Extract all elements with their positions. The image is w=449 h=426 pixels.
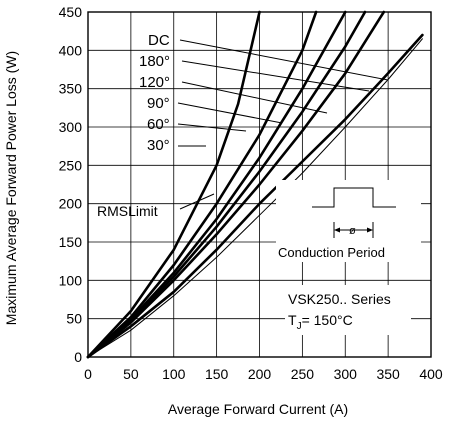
conduction-inset: ø Conduction Period — [276, 180, 421, 262]
y-tick-label: 350 — [59, 81, 83, 97]
leader-60 — [177, 123, 247, 132]
y-tick-label: 300 — [59, 119, 83, 135]
leader-lines — [177, 39, 389, 210]
y-tick-label: 50 — [66, 311, 82, 327]
pulse-waveform — [312, 187, 396, 208]
arrow-head-right — [367, 227, 373, 233]
series-labels: DC 180° 120° 90° 60° 30° RMSLimit — [97, 32, 170, 219]
tj-base: T — [288, 312, 297, 328]
label-rms-limit: RMSLimit — [97, 203, 158, 219]
phi-symbol: ø — [349, 225, 356, 237]
label-30: 30° — [147, 137, 170, 154]
x-axis-title: Average Forward Current (A) — [168, 401, 348, 417]
junction-temp-label: TJ= 150°C — [288, 312, 353, 332]
curve-180 — [86, 10, 386, 359]
conduction-period-label: Conduction Period — [278, 245, 385, 260]
device-info: VSK250.. Series TJ= 150°C — [285, 285, 411, 335]
x-tick-label: 400 — [419, 366, 443, 382]
x-tick-label: 250 — [291, 366, 315, 382]
leader-dc — [179, 39, 389, 81]
x-tick-label: 0 — [84, 366, 92, 382]
y-tick-label: 450 — [59, 4, 83, 20]
leader-rms — [179, 193, 215, 210]
y-tick-label: 200 — [59, 196, 83, 212]
curve-dc — [86, 33, 424, 359]
y-tick-label: 100 — [59, 272, 83, 288]
inset-box — [276, 180, 421, 262]
x-tick-label: 200 — [248, 366, 272, 382]
curve-rms-limit — [87, 38, 423, 358]
y-tick-label: 0 — [74, 349, 82, 365]
curve-30 — [86, 10, 261, 359]
tj-rest: = 150°C — [302, 312, 353, 328]
y-axis-title: Maximum Average Forward Power Loss (W) — [3, 51, 19, 325]
x-tick-label: 50 — [123, 366, 139, 382]
x-tick-label: 350 — [376, 366, 400, 382]
leader-120 — [181, 81, 328, 114]
curve-60 — [86, 10, 318, 359]
label-180: 180° — [139, 53, 170, 70]
x-tick-label: 100 — [162, 366, 186, 382]
curves — [86, 10, 424, 359]
leader-180 — [181, 60, 370, 92]
arrow-head-left — [334, 227, 340, 233]
label-120: 120° — [139, 74, 170, 91]
y-tick-label: 400 — [59, 42, 83, 58]
x-tick-label: 150 — [205, 366, 229, 382]
tick-labels: 0 50 100 150 200 250 300 350 400 0 50 100 150 200 250 3… — [59, 4, 443, 382]
tj-sub: J — [297, 321, 302, 332]
leader-90 — [177, 102, 283, 124]
x-tick-label: 300 — [334, 366, 358, 382]
curve-90 — [86, 10, 347, 359]
label-90: 90° — [147, 95, 170, 112]
y-tick-label: 150 — [59, 234, 83, 250]
y-tick-label: 250 — [59, 157, 83, 173]
plot-frame — [87, 11, 432, 358]
device-info-bg — [285, 285, 411, 335]
device-series-label: VSK250.. Series — [288, 291, 391, 307]
label-dc: DC — [148, 32, 170, 49]
label-60: 60° — [147, 116, 170, 133]
curve-120 — [86, 10, 367, 359]
